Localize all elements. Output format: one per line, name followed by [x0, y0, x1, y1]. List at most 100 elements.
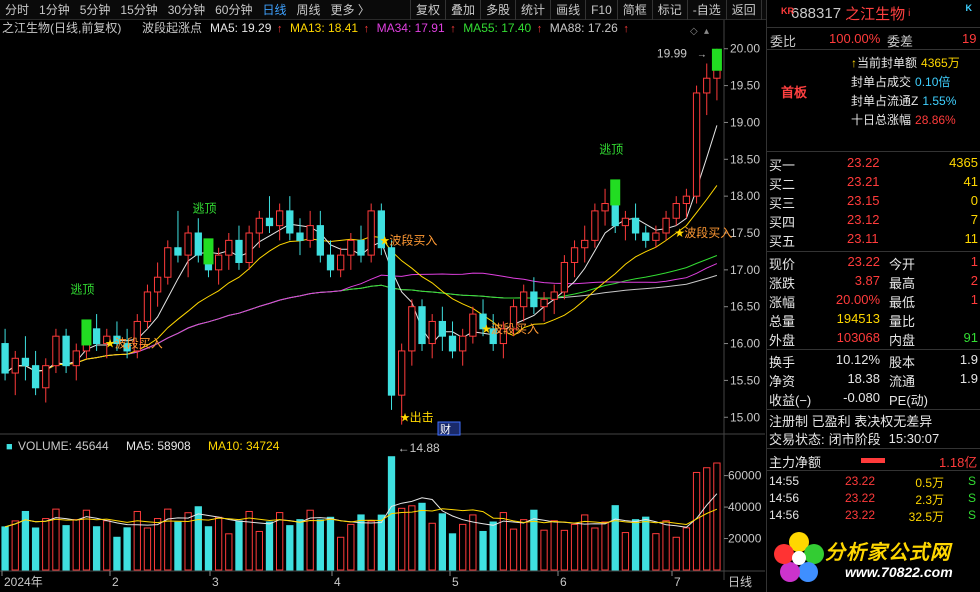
candle[interactable]	[286, 196, 294, 241]
candle[interactable]	[72, 343, 80, 381]
orderbook-row[interactable]: 买二 23.21 41	[767, 173, 980, 192]
tool-button-4[interactable]: 画线	[550, 0, 585, 20]
tool-button-0[interactable]: 复权	[410, 0, 445, 20]
period-tab-6[interactable]: 日线	[262, 2, 287, 17]
candle[interactable]	[296, 218, 304, 256]
candle[interactable]	[448, 321, 457, 359]
tool-button-9[interactable]: 返回	[725, 0, 762, 20]
candle[interactable]	[570, 240, 579, 278]
candle[interactable]	[703, 63, 711, 116]
tool-button-6[interactable]: 简框	[616, 0, 652, 20]
period-tab-1[interactable]: 1分钟	[39, 2, 70, 17]
candle[interactable]	[499, 321, 508, 359]
candle[interactable]	[52, 328, 60, 374]
candle[interactable]	[438, 306, 447, 351]
quote-row: 涨幅 20.00% 最低 1	[767, 291, 980, 310]
candle[interactable]	[153, 262, 162, 307]
tool-button-8[interactable]: -自选	[686, 0, 726, 20]
candle[interactable]	[377, 203, 385, 256]
orderbook-row[interactable]: 买五 23.11 11	[767, 230, 980, 249]
candle[interactable]	[235, 225, 243, 270]
period-tab-7[interactable]: 周线	[296, 2, 321, 17]
tool-button-2[interactable]: 多股	[480, 0, 515, 20]
period-tab-0[interactable]: 分时	[5, 2, 30, 17]
candle[interactable]	[489, 314, 497, 351]
candle[interactable]	[275, 203, 284, 241]
candle[interactable]	[550, 284, 558, 315]
candle[interactable]	[631, 203, 640, 241]
candle[interactable]	[11, 350, 19, 396]
finance-tag[interactable]	[437, 421, 461, 436]
candle[interactable]	[255, 210, 263, 248]
candle[interactable]	[31, 350, 40, 396]
candle[interactable]	[316, 210, 324, 263]
candle[interactable]	[21, 336, 30, 381]
orderbook-row[interactable]: 买一 23.22 4365	[767, 154, 980, 173]
period-tab-2[interactable]: 5分钟	[79, 2, 111, 17]
candle[interactable]	[164, 240, 172, 285]
candle[interactable]	[326, 240, 335, 278]
period-tab-4[interactable]: 30分钟	[167, 2, 206, 17]
candle[interactable]	[367, 203, 375, 263]
candle[interactable]	[42, 358, 50, 403]
chart-canvas[interactable]: 之江生物(日线,前复权) 波段起涨点 MA5: 19.29 ↑ MA13: 18.41 ↑…	[0, 20, 765, 592]
period-tag[interactable]: 日线	[728, 575, 752, 589]
info-icon[interactable]: i	[908, 8, 911, 19]
candle[interactable]	[581, 225, 589, 263]
candle[interactable]	[682, 188, 691, 219]
candle[interactable]	[1, 328, 9, 381]
candle[interactable]	[530, 277, 538, 315]
candle[interactable]	[601, 188, 609, 226]
candle[interactable]	[62, 328, 70, 374]
candle[interactable]	[479, 299, 487, 337]
period-tab-3[interactable]: 15分钟	[120, 2, 158, 17]
candle[interactable]	[408, 299, 416, 366]
candle[interactable]	[143, 284, 152, 329]
tool-button-1[interactable]: 叠加	[445, 0, 480, 20]
candle[interactable]	[245, 225, 253, 270]
candle[interactable]	[92, 314, 101, 351]
candle[interactable]	[113, 321, 121, 351]
candle[interactable]	[540, 291, 548, 322]
tool-button-3[interactable]: 统计	[515, 0, 550, 20]
period-tab-5[interactable]: 60分钟	[215, 2, 253, 17]
candle[interactable]	[387, 240, 396, 410]
candle[interactable]	[652, 225, 660, 248]
kline-icon[interactable]: K	[965, 3, 973, 13]
orderbook-row[interactable]: 买四 23.12 7	[767, 211, 980, 230]
tool-button-7[interactable]: 标记	[651, 0, 687, 20]
kline-chart[interactable]: 之江生物(日线,前复权) 波段起涨点 MA5: 19.29 ↑ MA13: 18.41 ↑…	[0, 20, 765, 592]
candle[interactable]	[347, 233, 355, 270]
candle[interactable]	[672, 196, 680, 226]
candle[interactable]	[621, 210, 630, 241]
chart-collapse-icon[interactable]: ▴	[704, 26, 709, 37]
candle[interactable]	[357, 225, 365, 263]
candle[interactable]	[337, 247, 345, 278]
candle[interactable]	[133, 314, 141, 359]
candle[interactable]	[418, 299, 426, 351]
candle[interactable]	[184, 225, 192, 278]
candle[interactable]	[225, 233, 233, 270]
orderbook-row[interactable]: 买三 23.15 0	[767, 192, 980, 211]
candle[interactable]	[692, 85, 701, 204]
candle[interactable]	[469, 306, 477, 344]
candle[interactable]	[194, 218, 202, 263]
candle[interactable]	[560, 255, 569, 300]
candle[interactable]	[642, 225, 650, 248]
candle[interactable]	[398, 343, 406, 425]
candle[interactable]	[103, 328, 111, 359]
candle[interactable]	[520, 284, 528, 322]
candle[interactable]	[428, 314, 436, 359]
tool-button-5[interactable]: F10	[585, 0, 617, 20]
candle[interactable]	[662, 210, 670, 241]
period-tab-8[interactable]: 更多 〉	[330, 2, 370, 17]
candle[interactable]	[174, 210, 182, 263]
candle[interactable]	[459, 328, 467, 366]
candle[interactable]	[265, 196, 274, 233]
candle[interactable]	[123, 328, 131, 359]
candle[interactable]	[591, 203, 599, 248]
candle[interactable]	[306, 210, 314, 248]
candle[interactable]	[509, 299, 518, 337]
candle[interactable]	[214, 247, 223, 285]
chart-settings-icon[interactable]: ◇	[690, 26, 698, 37]
